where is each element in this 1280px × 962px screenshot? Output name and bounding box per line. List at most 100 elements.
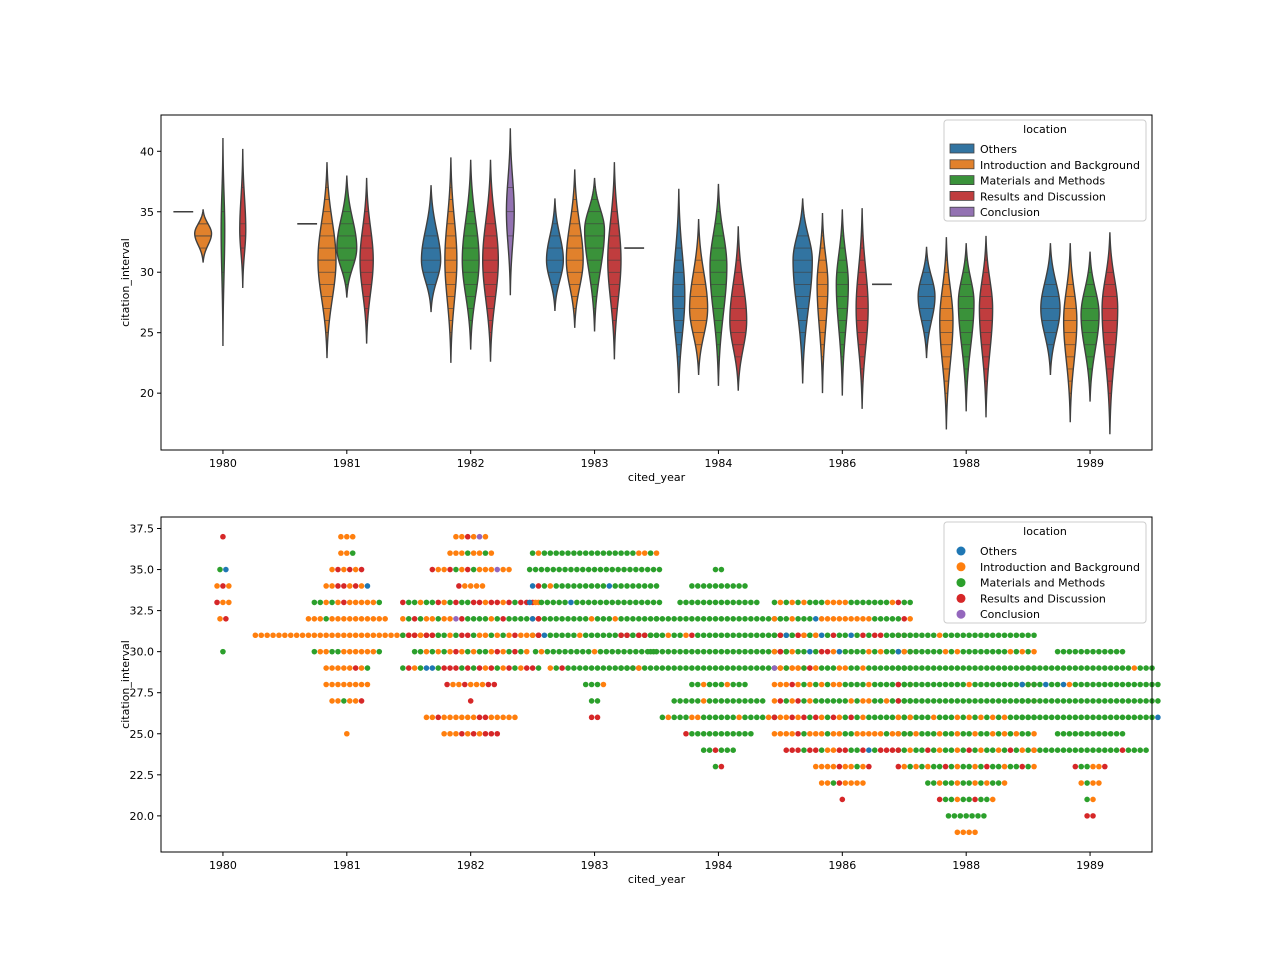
swarm-point-materials-and-methods — [677, 599, 683, 606]
swarm-point-introduction-and-background — [518, 632, 524, 639]
swarm-point-materials-and-methods — [995, 780, 1002, 786]
swarm-point-materials-and-methods — [954, 632, 961, 639]
swarm-point-others — [866, 747, 872, 753]
swarm-point-introduction-and-background — [341, 616, 347, 622]
swarm-point-materials-and-methods — [842, 730, 849, 737]
swarm-point-introduction-and-background — [830, 763, 837, 770]
swarm-point-materials-and-methods — [1107, 665, 1114, 671]
swarm-point-materials-and-methods — [984, 698, 990, 704]
swarm-point-results-and-discussion — [464, 566, 471, 573]
swarm-point-introduction-and-background — [500, 665, 506, 671]
swarm-point-introduction-and-background — [479, 583, 486, 589]
swarm-point-materials-and-methods — [618, 550, 624, 556]
swarm-point-materials-and-methods — [644, 566, 651, 573]
swarm-point-materials-and-methods — [978, 698, 984, 704]
swarm-point-introduction-and-background — [441, 730, 447, 737]
swarm-point-materials-and-methods — [1066, 648, 1073, 655]
swarm-point-materials-and-methods — [671, 616, 677, 622]
swarm-point-introduction-and-background — [226, 583, 232, 589]
swarm-point-materials-and-methods — [871, 681, 878, 688]
swarm-point-introduction-and-background — [335, 681, 341, 688]
swarm-point-results-and-discussion — [491, 681, 498, 688]
swarm-point-materials-and-methods — [1155, 681, 1161, 688]
swarm-point-materials-and-methods — [978, 648, 984, 655]
swarm-point-materials-and-methods — [529, 550, 536, 556]
swarm-point-introduction-and-background — [1001, 730, 1008, 737]
swarm-point-results-and-discussion — [341, 599, 347, 606]
swarm-point-materials-and-methods — [671, 714, 677, 721]
swarm-point-results-and-discussion — [453, 599, 459, 606]
swarm-point-materials-and-methods — [969, 813, 975, 819]
swarm-point-introduction-and-background — [889, 730, 896, 737]
swarm-point-results-and-discussion — [877, 632, 884, 639]
swarm-point-materials-and-methods — [633, 599, 639, 606]
swarm-point-materials-and-methods — [476, 648, 483, 655]
swarm-point-results-and-discussion — [476, 714, 483, 721]
swarm-point-results-and-discussion — [456, 583, 462, 589]
violin-group-1986 — [792, 198, 892, 409]
swarm-point-results-and-discussion — [464, 533, 471, 540]
swarm-point-materials-and-methods — [963, 813, 969, 819]
swarm-point-introduction-and-background — [305, 616, 312, 622]
swarm-point-materials-and-methods — [656, 566, 663, 573]
violin-group-1988 — [917, 235, 994, 430]
swarm-point-materials-and-methods — [901, 632, 908, 639]
swarm-point-results-and-discussion — [789, 681, 795, 688]
swarm-point-materials-and-methods — [989, 648, 996, 655]
swarm-point-results-and-discussion — [1102, 763, 1108, 770]
swarm-point-materials-and-methods — [464, 550, 471, 556]
swarm-point-materials-and-methods — [606, 616, 613, 622]
swarm-point-materials-and-methods — [700, 583, 707, 589]
swarm-point-materials-and-methods — [907, 730, 913, 737]
swarm-point-materials-and-methods — [1013, 681, 1020, 688]
swarm-point-materials-and-methods — [653, 665, 660, 671]
swarm-point-materials-and-methods — [582, 665, 589, 671]
swarm-point-introduction-and-background — [954, 780, 961, 786]
legend-item-conclusion: Conclusion — [949, 206, 1040, 219]
swarm-point-materials-and-methods — [1131, 714, 1138, 721]
swarm-point-results-and-discussion — [866, 763, 872, 770]
swarm-point-introduction-and-background — [1001, 780, 1008, 786]
swarm-point-materials-and-methods — [706, 730, 713, 737]
swarm-point-materials-and-methods — [889, 616, 896, 622]
swarm-point-results-and-discussion — [423, 632, 430, 639]
swarm-point-introduction-and-background — [394, 632, 400, 639]
swarm-point-materials-and-methods — [942, 681, 949, 688]
swarm-point-results-and-discussion — [801, 714, 807, 721]
x-tick-label: 1986 — [828, 859, 856, 872]
swarm-point-introduction-and-background — [352, 566, 359, 573]
swarm-point-materials-and-methods — [1078, 747, 1085, 753]
x-axis-label: cited_year — [628, 873, 686, 886]
swarm-point-materials-and-methods — [1113, 698, 1120, 704]
swarm-point-materials-and-methods — [1084, 730, 1090, 737]
swarm-point-materials-and-methods — [1013, 763, 1020, 770]
swarm-point-materials-and-methods — [836, 698, 843, 704]
swarm-point-materials-and-methods — [1025, 681, 1031, 688]
swarm-point-materials-and-methods — [936, 763, 943, 770]
swarm-point-materials-and-methods — [665, 665, 672, 671]
swarm-point-introduction-and-background — [889, 599, 896, 606]
swarm-point-materials-and-methods — [765, 616, 772, 622]
swarm-point-introduction-and-background — [954, 747, 961, 753]
swarm-point-materials-and-methods — [1025, 763, 1031, 770]
swarm-point-materials-and-methods — [694, 665, 701, 671]
violin-1984-others — [672, 188, 686, 394]
swarm-point-materials-and-methods — [1131, 681, 1138, 688]
swarm-point-materials-and-methods — [615, 599, 621, 606]
swarm-point-materials-and-methods — [689, 648, 695, 655]
violin-1986-others — [792, 198, 813, 384]
violin-chart: 20 25 30 35 40 1980 1981 1982 1983 1984 1986 1988 19… — [119, 114, 1153, 484]
swarm-point-introduction-and-background — [1096, 780, 1102, 786]
swarm-point-materials-and-methods — [574, 566, 580, 573]
swarm-point-materials-and-methods — [830, 665, 837, 671]
swarm-point-introduction-and-background — [358, 583, 365, 589]
swarm-point-materials-and-methods — [812, 599, 819, 606]
swarm-point-materials-and-methods — [942, 714, 949, 721]
swarm-point-introduction-and-background — [830, 616, 837, 622]
legend-label: Others — [980, 143, 1017, 156]
violin-1984-materials-and-methods — [709, 183, 728, 386]
swarm-point-materials-and-methods — [532, 566, 539, 573]
swarm-point-introduction-and-background — [1001, 763, 1008, 770]
swarm-point-materials-and-methods — [1090, 681, 1096, 688]
swarm-point-others — [807, 648, 813, 655]
